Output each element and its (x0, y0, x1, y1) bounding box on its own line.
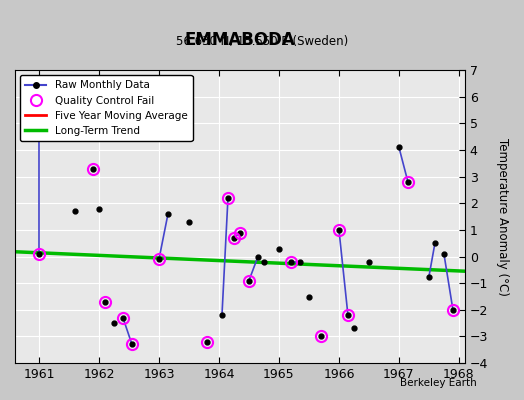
Title: EMMABODA: EMMABODA (184, 31, 296, 49)
Text: Berkeley Earth: Berkeley Earth (400, 378, 477, 388)
Text: 56.630 N, 15.550 E (Sweden): 56.630 N, 15.550 E (Sweden) (176, 36, 348, 48)
Y-axis label: Temperature Anomaly (°C): Temperature Anomaly (°C) (496, 138, 509, 296)
Legend: Raw Monthly Data, Quality Control Fail, Five Year Moving Average, Long-Term Tren: Raw Monthly Data, Quality Control Fail, … (20, 75, 192, 141)
